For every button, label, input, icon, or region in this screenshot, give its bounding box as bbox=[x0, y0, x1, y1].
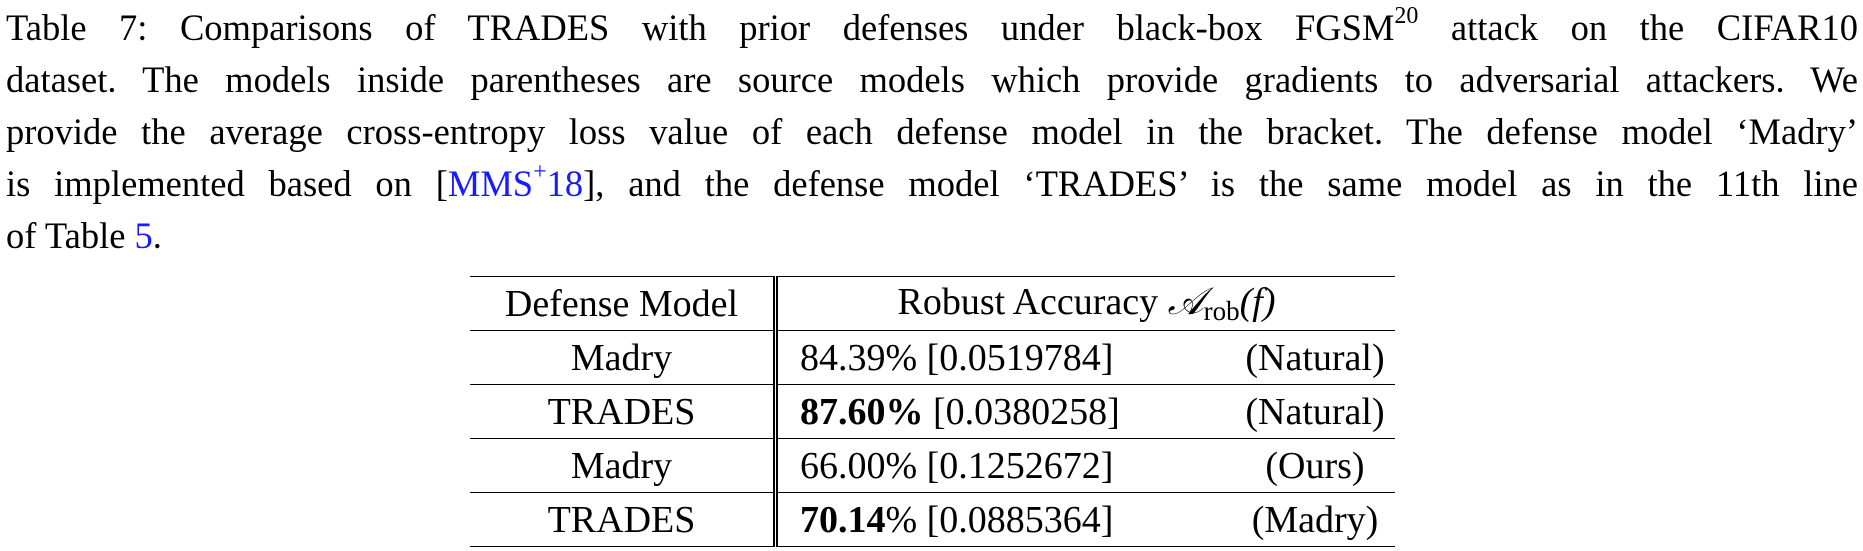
cell-defense-model: Madry bbox=[470, 330, 778, 385]
source-model: (Madry) bbox=[1251, 498, 1379, 541]
cell-robust-accuracy: 70.14% [0.0885364] (Madry) bbox=[775, 492, 1395, 547]
cell-robust-accuracy: 66.00% [0.1252672] (Ours) bbox=[775, 438, 1395, 493]
citation-year: 18 bbox=[546, 163, 584, 204]
caption-line-4: is implemented based on [MMS+18], and th… bbox=[6, 158, 1858, 210]
citation-link[interactable]: MMS+18 bbox=[447, 160, 584, 204]
cell-defense-model: TRADES bbox=[470, 492, 778, 547]
caption-text: attack on the CIFAR10 bbox=[1418, 7, 1858, 48]
caption-text: ], and the defense model ‘TRADES’ is the… bbox=[583, 163, 1858, 204]
accuracy-value: 70.14 bbox=[800, 498, 886, 541]
cell-defense-model: Madry bbox=[470, 438, 778, 493]
source-model: (Natural) bbox=[1245, 390, 1385, 433]
caption-line-5: of Table 5. bbox=[6, 210, 1858, 262]
math-symbol: 𝒜 bbox=[1167, 281, 1204, 323]
accuracy-value: 84.39% bbox=[800, 336, 918, 379]
source-model: (Ours) bbox=[1265, 444, 1365, 487]
citation-text: MMS bbox=[447, 163, 534, 204]
table-header-row: Defense Model Robust Accuracy 𝒜rob(f) bbox=[470, 276, 1395, 331]
loss-value: [0.0519784] bbox=[917, 336, 1114, 379]
math-argument: (f) bbox=[1239, 281, 1276, 323]
caption-line-3: provide the average cross-entropy loss v… bbox=[6, 111, 1858, 152]
loss-value: [0.1252672] bbox=[917, 444, 1114, 487]
header-defense-model: Defense Model bbox=[470, 276, 778, 331]
table-row: Madry 84.39% [0.0519784] (Natural) bbox=[470, 330, 1395, 385]
table-caption: Table 7: Comparisons of TRADES with prio… bbox=[6, 2, 1858, 262]
accuracy-value: 66.00% bbox=[800, 444, 918, 487]
table-row: TRADES 87.60% [0.0380258] (Natural) bbox=[470, 384, 1395, 439]
header-text: Robust Accuracy bbox=[897, 281, 1168, 323]
cell-defense-model: TRADES bbox=[470, 384, 778, 439]
source-model: (Natural) bbox=[1245, 336, 1385, 379]
cell-robust-accuracy: 87.60% [0.0380258] (Natural) bbox=[775, 384, 1395, 439]
caption-line-1: Table 7: Comparisons of TRADES with prio… bbox=[6, 2, 1858, 54]
caption-superscript: 20 bbox=[1394, 2, 1419, 29]
accuracy-suffix: % bbox=[885, 498, 918, 541]
citation-superscript: + bbox=[533, 158, 547, 185]
results-table: Defense Model Robust Accuracy 𝒜rob(f) Ma… bbox=[470, 276, 1395, 547]
math-subscript: rob bbox=[1203, 296, 1240, 326]
header-robust-accuracy: Robust Accuracy 𝒜rob(f) bbox=[775, 276, 1395, 331]
caption-line-2: dataset. The models inside parentheses a… bbox=[6, 59, 1858, 100]
cell-robust-accuracy: 84.39% [0.0519784] (Natural) bbox=[775, 330, 1395, 385]
table-reference-link[interactable]: 5 bbox=[134, 215, 153, 256]
loss-value: [0.0885364] bbox=[917, 498, 1114, 541]
accuracy-value: 87.60% bbox=[800, 390, 924, 433]
table-row: TRADES 70.14% [0.0885364] (Madry) bbox=[470, 492, 1395, 547]
caption-text: . bbox=[152, 215, 162, 256]
caption-text: of Table bbox=[6, 215, 135, 256]
loss-value: [0.0380258] bbox=[923, 390, 1120, 433]
caption-text: is implemented based on [ bbox=[6, 163, 448, 204]
table-row: Madry 66.00% [0.1252672] (Ours) bbox=[470, 438, 1395, 493]
caption-text: Table 7: Comparisons of TRADES with prio… bbox=[6, 7, 1395, 48]
